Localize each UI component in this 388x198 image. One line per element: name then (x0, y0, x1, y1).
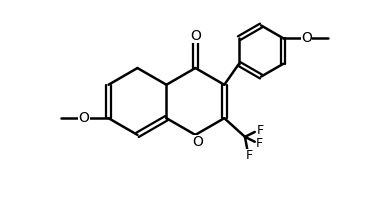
Text: O: O (190, 29, 201, 43)
Text: F: F (245, 149, 253, 162)
Text: F: F (256, 137, 263, 150)
Text: F: F (257, 125, 264, 137)
Text: O: O (192, 135, 203, 149)
Text: O: O (78, 111, 89, 125)
Text: O: O (301, 31, 312, 45)
